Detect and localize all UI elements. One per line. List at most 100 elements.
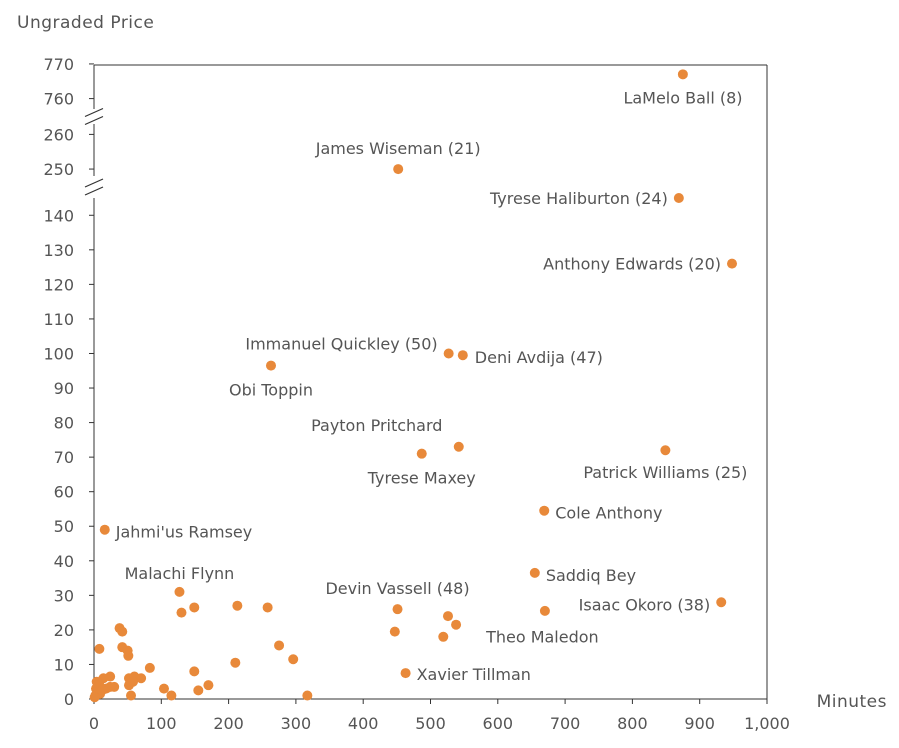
data-point xyxy=(105,681,116,692)
data-point xyxy=(677,69,688,80)
y-tick-label: 140 xyxy=(43,206,74,225)
point-label: Saddiq Bey xyxy=(546,566,636,585)
data-point xyxy=(539,505,550,516)
x-tick-label: 800 xyxy=(617,714,648,733)
data-point xyxy=(393,164,404,175)
data-point xyxy=(265,360,276,371)
data-point xyxy=(660,445,671,456)
y-tick-label: 100 xyxy=(43,344,74,363)
y-tick-label: 50 xyxy=(54,517,74,536)
data-point xyxy=(117,626,128,637)
data-point xyxy=(539,605,550,616)
y-tick-label: 110 xyxy=(43,310,74,329)
point-label: James Wiseman (21) xyxy=(315,139,481,158)
y-tick-label: 260 xyxy=(43,125,74,144)
data-point xyxy=(274,640,285,651)
data-point xyxy=(529,567,540,578)
data-point xyxy=(442,611,453,622)
y-tick-label: 70 xyxy=(54,448,74,467)
data-point xyxy=(262,602,273,613)
x-tick-label: 100 xyxy=(146,714,177,733)
y-tick-label: 80 xyxy=(54,414,74,433)
point-label: Immanuel Quickley (50) xyxy=(245,334,437,353)
x-tick-label: 600 xyxy=(483,714,514,733)
data-point xyxy=(193,685,204,696)
point-label: Cole Anthony xyxy=(555,504,662,523)
y-tick-label: 10 xyxy=(54,655,74,674)
axis-break-mark xyxy=(84,107,104,118)
point-label: Devin Vassell (48) xyxy=(325,579,469,598)
point-label: LaMelo Ball (8) xyxy=(623,88,742,107)
data-point xyxy=(451,619,462,630)
x-tick-label: 500 xyxy=(415,714,446,733)
y-tick-label: 20 xyxy=(54,621,74,640)
data-point xyxy=(99,524,110,535)
data-point xyxy=(94,643,105,654)
data-point xyxy=(97,685,108,696)
data-point xyxy=(453,441,464,452)
data-point xyxy=(416,448,427,459)
y-tick-label: 30 xyxy=(54,586,74,605)
data-point xyxy=(438,631,449,642)
point-label: Patrick Williams (25) xyxy=(583,463,747,482)
data-point xyxy=(203,680,214,691)
data-point xyxy=(126,690,137,701)
point-label: Anthony Edwards (20) xyxy=(543,255,721,274)
data-point xyxy=(189,602,200,613)
y-tick-label: 120 xyxy=(43,275,74,294)
x-tick-label: 0 xyxy=(89,714,99,733)
data-point xyxy=(457,350,468,361)
data-point xyxy=(673,193,684,203)
y-tick-label: 130 xyxy=(43,241,74,260)
point-labels: LaMelo Ball (8) James Wiseman (21) Tyrese … xyxy=(115,88,748,684)
y-tick-label: 40 xyxy=(54,552,74,571)
data-point xyxy=(288,654,299,665)
point-label: Theo Maledon xyxy=(485,628,599,647)
x-tick-label: 700 xyxy=(550,714,581,733)
y-tick-label: 770 xyxy=(43,55,74,74)
y-tick-label: 90 xyxy=(54,379,74,398)
point-label: Jahmi'us Ramsey xyxy=(115,523,252,542)
data-point xyxy=(123,650,134,661)
y-axis-title: Ungraded Price xyxy=(17,13,154,33)
point-label: Xavier Tillman xyxy=(417,665,531,684)
data-point xyxy=(144,662,155,673)
data-point xyxy=(400,668,411,679)
data-point xyxy=(189,666,200,677)
data-point xyxy=(166,690,177,701)
y-tick-label: 250 xyxy=(43,160,74,179)
point-label: Tyrese Haliburton (24) xyxy=(489,189,668,208)
data-point xyxy=(392,604,403,615)
point-label: Isaac Okoro (38) xyxy=(579,595,711,614)
data-point xyxy=(389,626,400,637)
data-point xyxy=(158,683,169,694)
y-tick-label: 760 xyxy=(43,90,74,109)
data-point xyxy=(174,586,185,597)
point-label: Deni Avdija (47) xyxy=(475,348,603,367)
data-point xyxy=(136,673,147,684)
data-point xyxy=(443,348,454,359)
axis-break-mark xyxy=(84,186,104,196)
point-label: Obi Toppin xyxy=(229,381,313,400)
y-tick-label: 60 xyxy=(54,483,74,502)
data-point xyxy=(727,258,738,269)
axis-break-mark xyxy=(84,115,104,126)
data-point xyxy=(230,657,241,668)
x-axis-title: Minutes xyxy=(817,692,887,712)
x-tick-label: 400 xyxy=(348,714,379,733)
data-point xyxy=(176,607,187,618)
axis-break-mark xyxy=(84,178,104,188)
y-tick-label: 0 xyxy=(64,690,74,709)
x-tick-label: 1,000 xyxy=(744,714,790,733)
point-label: Tyrese Maxey xyxy=(367,469,476,488)
data-point xyxy=(128,676,139,687)
data-point xyxy=(716,597,727,608)
tick-labels: 0 10 20 30 40 50 60 70 80 90 100 110 120 130 140 250 260… xyxy=(43,55,789,733)
data-point xyxy=(302,690,313,701)
x-tick-label: 200 xyxy=(213,714,244,733)
data-point xyxy=(89,692,100,703)
data-point xyxy=(232,600,243,611)
data-points xyxy=(89,69,738,703)
x-tick-label: 900 xyxy=(684,714,715,733)
